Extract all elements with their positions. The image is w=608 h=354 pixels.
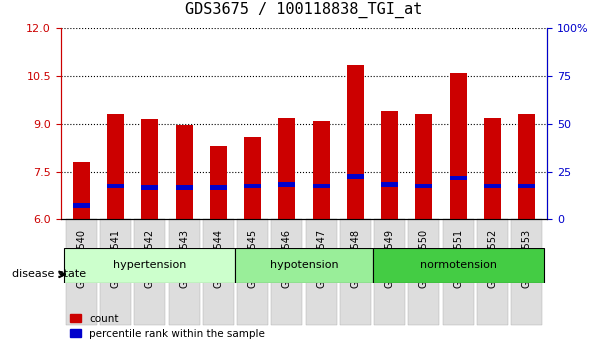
Bar [107,114,124,219]
Bar [271,219,302,325]
Text: hypertension: hypertension [113,261,187,270]
Bar [244,137,261,219]
Bar [340,219,371,325]
Bar [484,184,501,188]
Bar [210,185,227,190]
Bar [73,162,90,219]
Bar [313,121,330,219]
Bar [176,126,193,219]
Legend: count, percentile rank within the sample: count, percentile rank within the sample [66,310,269,343]
Bar [415,184,432,188]
Bar [373,248,544,283]
Bar [278,182,295,187]
Bar [381,182,398,187]
Bar [100,219,131,325]
Text: hypotension: hypotension [270,261,338,270]
Bar [409,219,440,325]
Bar [449,176,467,181]
Bar [477,219,508,325]
Bar [235,248,373,283]
Bar [347,65,364,219]
Bar [168,219,199,325]
Bar [374,219,405,325]
Bar [449,73,467,219]
Bar [73,203,90,207]
Text: normotension: normotension [420,261,497,270]
Bar [107,184,124,188]
Text: disease state: disease state [12,269,86,279]
Bar [64,248,235,283]
Bar [484,118,501,219]
Bar [176,185,193,190]
Bar [203,219,234,325]
Text: GDS3675 / 100118838_TGI_at: GDS3675 / 100118838_TGI_at [185,2,423,18]
Bar [511,219,542,325]
Bar [141,119,159,219]
Bar [518,184,535,188]
Bar [237,219,268,325]
Bar [313,184,330,188]
Bar [518,114,535,219]
Bar [381,111,398,219]
Bar [306,219,337,325]
Bar [66,219,97,325]
Bar [134,219,165,325]
Bar [347,174,364,179]
Bar [443,219,474,325]
Bar [141,185,159,190]
Bar [244,184,261,188]
Bar [415,114,432,219]
Bar [210,146,227,219]
Bar [278,118,295,219]
